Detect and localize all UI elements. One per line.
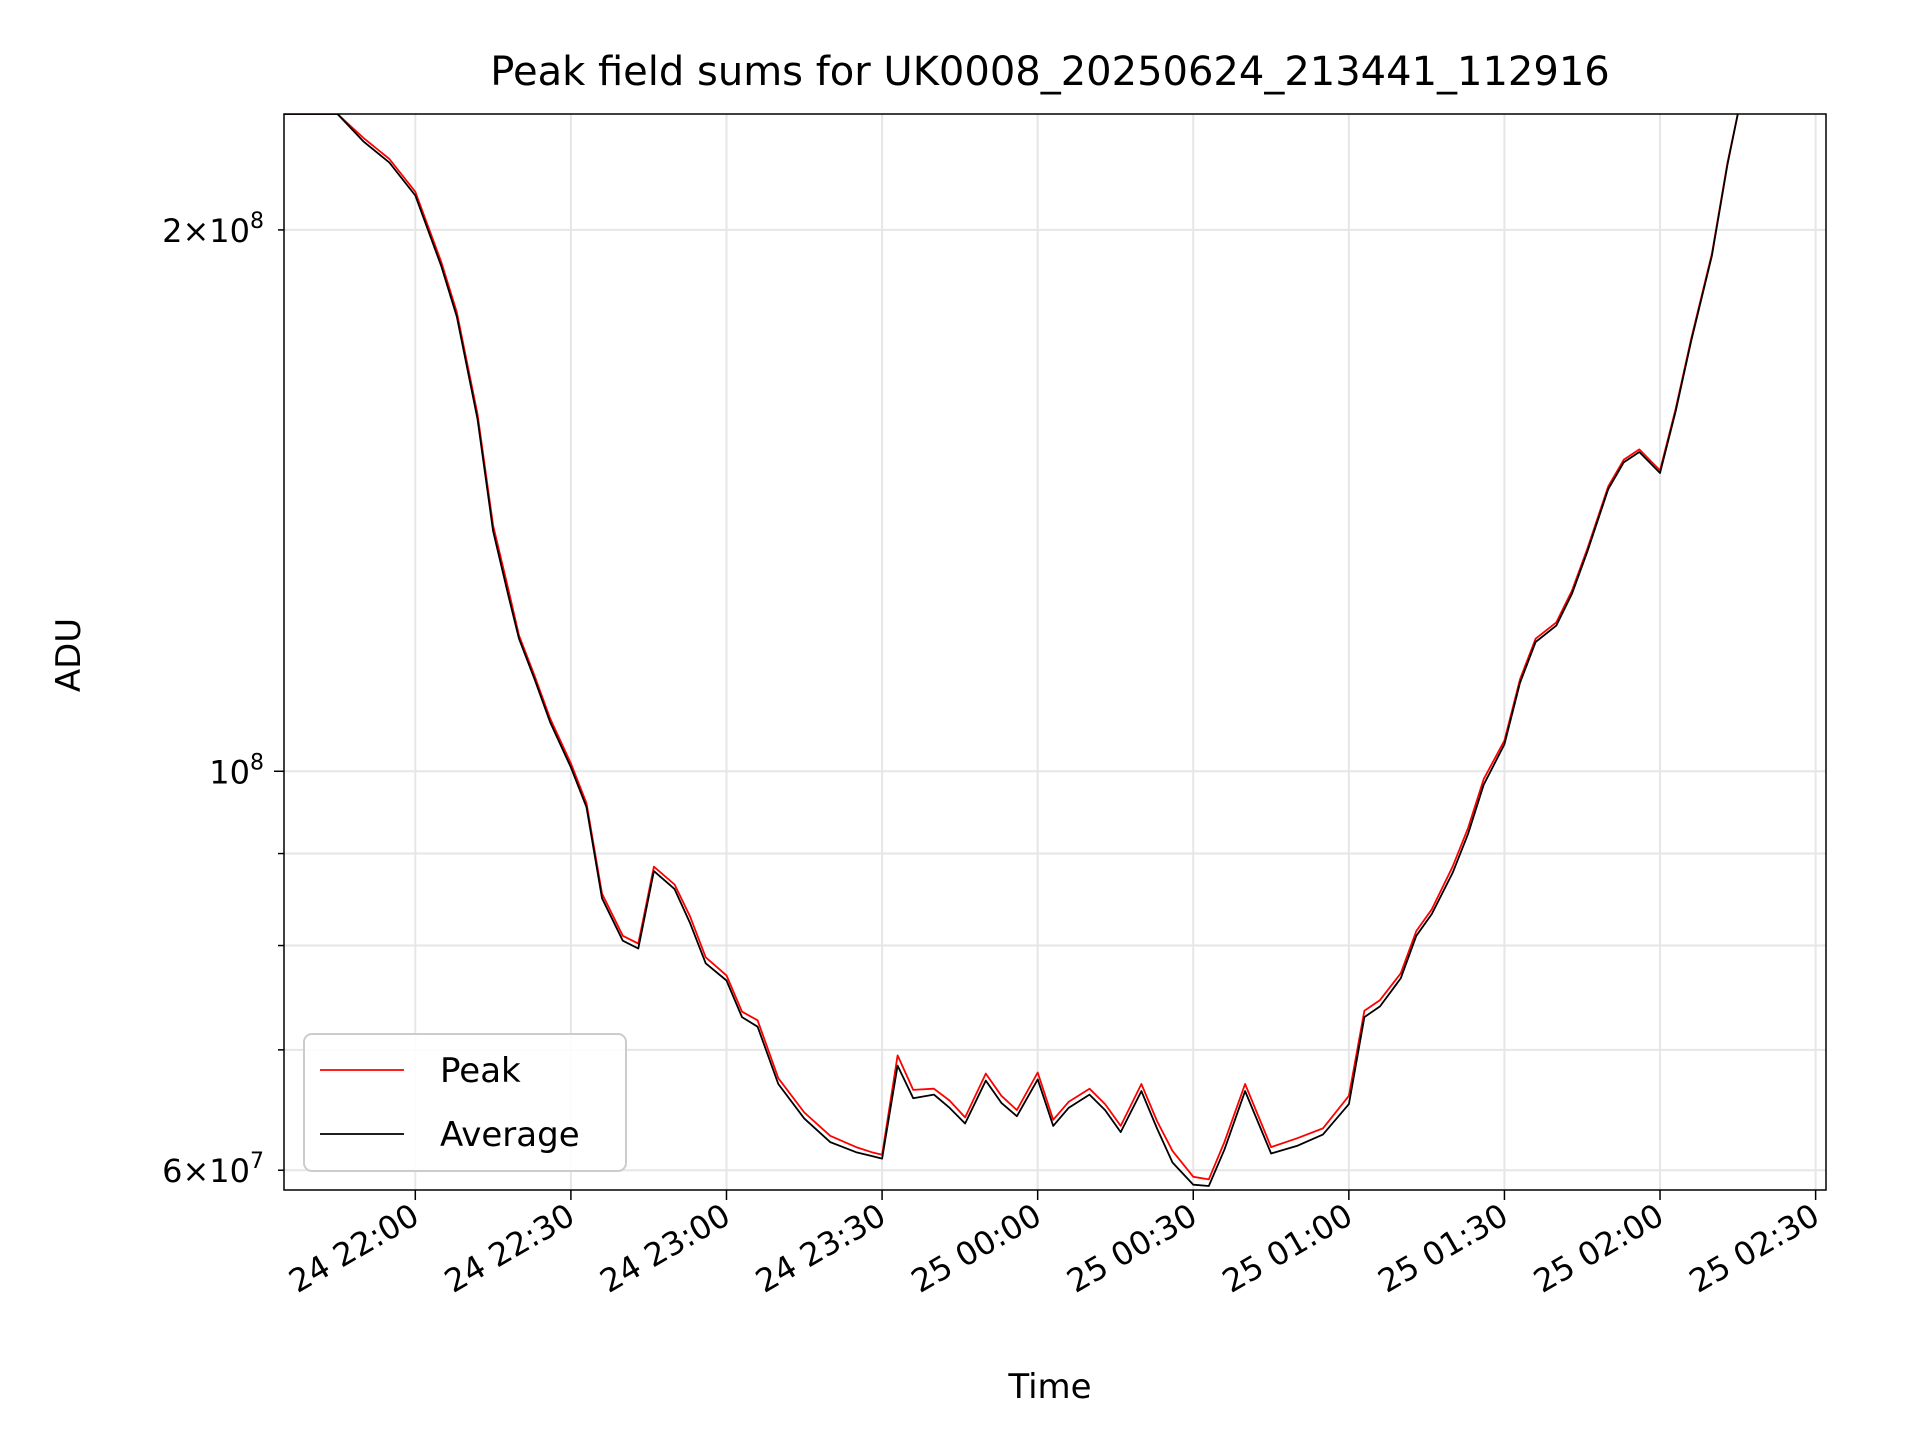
legend-box [303,1033,627,1172]
x-axis-label: Time [1007,1367,1091,1407]
y-tick-label: 2×108 [162,209,264,250]
series-lines [284,114,1739,1187]
legend-label-peak: Peak [440,1051,521,1091]
y-axis-label: ADU [49,618,89,692]
plot-frame [283,113,1827,1191]
y-tick-label: 6×107 [162,1149,264,1190]
legend-label-average: Average [440,1115,580,1155]
series-line-peak [284,114,1739,1181]
chart-title: Peak field sums for UK0008_20250624_2134… [490,49,1609,95]
series-line-average [284,114,1739,1187]
legend: Peak Average [303,1033,627,1172]
gridlines [284,114,1826,1190]
